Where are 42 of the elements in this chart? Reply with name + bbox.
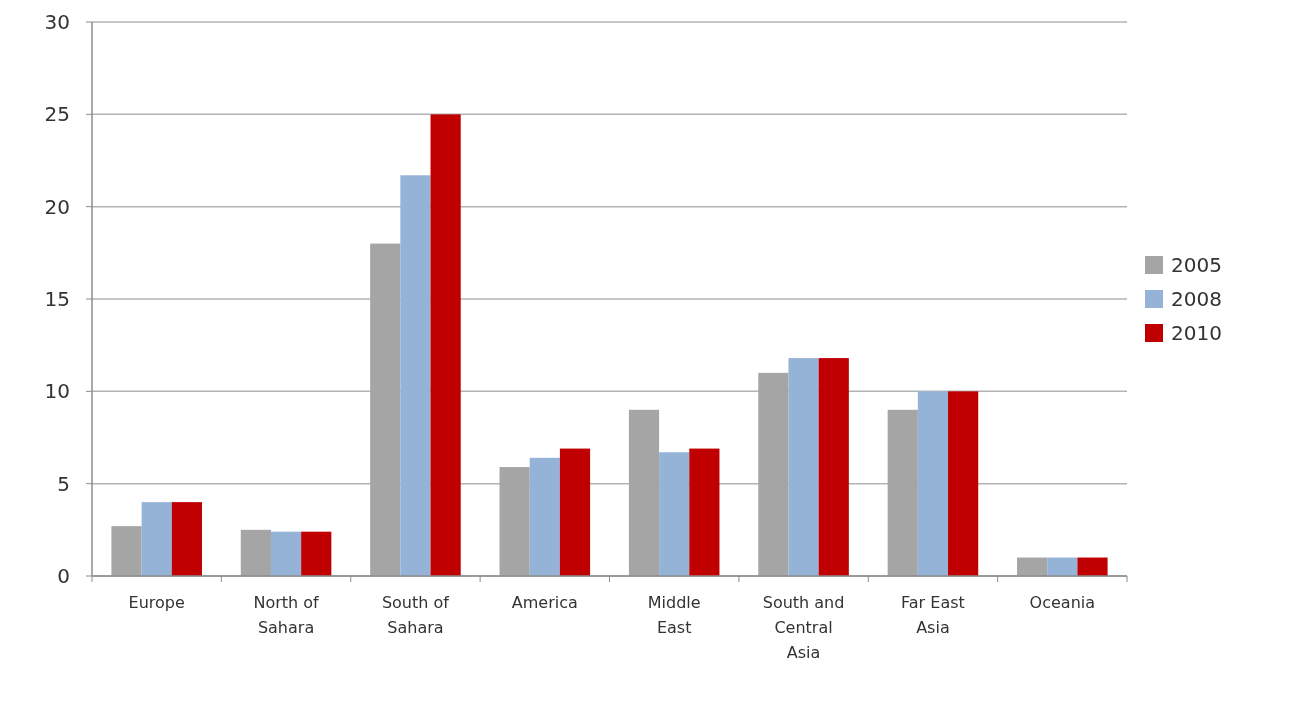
bar bbox=[400, 175, 431, 576]
bar bbox=[529, 457, 560, 576]
bar bbox=[818, 358, 849, 576]
legend-label: 2008 bbox=[1171, 287, 1222, 311]
bar bbox=[499, 467, 530, 576]
bar bbox=[171, 502, 202, 576]
bar bbox=[141, 502, 172, 576]
bar bbox=[1047, 557, 1078, 576]
x-tick-label: Far East Asia bbox=[901, 593, 965, 637]
bar bbox=[240, 529, 271, 576]
y-tick-label: 15 bbox=[44, 287, 70, 311]
x-tick-label: South of Sahara bbox=[381, 593, 450, 637]
x-tick-label: South and Central Asia bbox=[762, 593, 845, 662]
x-tick-label: Middle East bbox=[647, 593, 701, 637]
legend-label: 2010 bbox=[1171, 321, 1222, 345]
bar bbox=[370, 243, 401, 576]
bar bbox=[948, 391, 979, 576]
bar bbox=[301, 531, 332, 576]
bar bbox=[887, 409, 918, 576]
bar bbox=[758, 372, 789, 576]
x-tick-label: America bbox=[511, 593, 578, 612]
bar bbox=[917, 391, 949, 576]
y-tick-label: 5 bbox=[57, 471, 70, 496]
y-tick-label: 30 bbox=[44, 10, 70, 34]
bar bbox=[559, 448, 591, 576]
legend-label: 2005 bbox=[1171, 253, 1222, 277]
y-tick-label: 10 bbox=[44, 379, 70, 404]
y-tick-label: 0 bbox=[57, 564, 70, 588]
bar bbox=[659, 452, 690, 576]
bar bbox=[111, 526, 142, 576]
bar bbox=[430, 114, 461, 576]
bar bbox=[628, 409, 660, 576]
y-tick-label: 20 bbox=[44, 194, 70, 219]
bar bbox=[689, 448, 720, 576]
bar bbox=[270, 531, 302, 576]
bar bbox=[788, 358, 819, 576]
x-tick-label: Europe bbox=[128, 593, 185, 612]
bar bbox=[1077, 557, 1108, 576]
y-tick-label: 25 bbox=[44, 102, 70, 127]
x-tick-label: Oceania bbox=[1029, 593, 1096, 612]
x-tick-label: North of Sahara bbox=[253, 593, 320, 637]
bar bbox=[1017, 557, 1048, 576]
